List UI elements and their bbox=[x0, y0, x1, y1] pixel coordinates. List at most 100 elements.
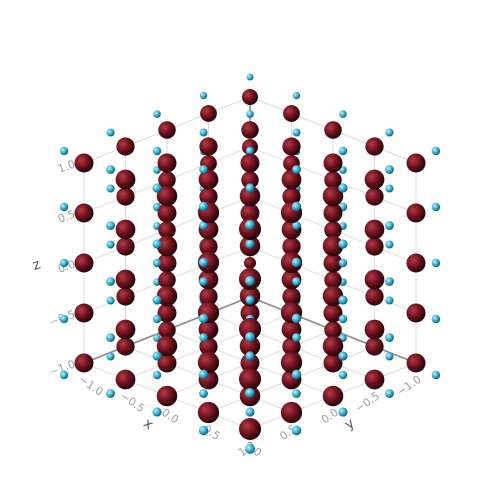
data-point-secondary[interactable] bbox=[292, 165, 301, 174]
data-point-primary[interactable] bbox=[74, 153, 94, 173]
data-point-primary[interactable] bbox=[365, 187, 384, 206]
data-point-secondary[interactable] bbox=[106, 240, 115, 249]
data-point-secondary[interactable] bbox=[431, 258, 441, 268]
data-point-primary[interactable] bbox=[283, 105, 300, 122]
data-point-secondary[interactable] bbox=[292, 91, 301, 100]
data-point-secondary[interactable] bbox=[152, 295, 162, 305]
data-point-primary[interactable] bbox=[157, 353, 177, 373]
data-point-primary[interactable] bbox=[115, 369, 136, 390]
data-point-primary[interactable] bbox=[241, 171, 259, 189]
data-point-secondary[interactable] bbox=[106, 352, 115, 361]
data-point-secondary[interactable] bbox=[199, 165, 208, 174]
data-point-primary[interactable] bbox=[156, 185, 178, 207]
data-point-secondary[interactable] bbox=[153, 166, 161, 174]
data-point-primary[interactable] bbox=[239, 185, 261, 207]
data-point-secondary[interactable] bbox=[385, 296, 394, 305]
data-point-secondary[interactable] bbox=[385, 240, 394, 249]
data-point-secondary[interactable] bbox=[431, 314, 441, 324]
data-point-primary[interactable] bbox=[116, 187, 135, 206]
data-point-primary[interactable] bbox=[241, 121, 259, 139]
data-point-secondary[interactable] bbox=[245, 407, 255, 417]
data-point-primary[interactable] bbox=[406, 353, 426, 373]
data-point-primary[interactable] bbox=[239, 335, 261, 357]
data-point-secondary[interactable] bbox=[245, 183, 255, 193]
data-point-primary[interactable] bbox=[156, 335, 178, 357]
data-point-secondary[interactable] bbox=[199, 221, 208, 230]
data-point-secondary[interactable] bbox=[106, 389, 115, 398]
data-point-primary[interactable] bbox=[74, 353, 94, 373]
data-point-secondary[interactable] bbox=[198, 257, 209, 268]
data-point-secondary[interactable] bbox=[152, 351, 162, 361]
data-point-secondary[interactable] bbox=[245, 351, 255, 361]
data-point-primary[interactable] bbox=[116, 287, 135, 306]
data-point-primary[interactable] bbox=[324, 221, 342, 239]
data-point-secondary[interactable] bbox=[198, 425, 209, 436]
data-point-primary[interactable] bbox=[365, 337, 384, 356]
data-point-secondary[interactable] bbox=[339, 110, 347, 118]
data-point-secondary[interactable] bbox=[292, 221, 301, 230]
data-point-secondary[interactable] bbox=[338, 239, 348, 249]
data-point-primary[interactable] bbox=[323, 303, 343, 323]
data-point-primary[interactable] bbox=[158, 171, 176, 189]
data-point-secondary[interactable] bbox=[338, 258, 348, 268]
data-point-primary[interactable] bbox=[324, 171, 342, 189]
data-point-secondary[interactable] bbox=[152, 258, 162, 268]
data-point-secondary[interactable] bbox=[245, 219, 255, 230]
data-point-secondary[interactable] bbox=[153, 110, 161, 118]
data-point-primary[interactable] bbox=[198, 169, 219, 190]
data-point-secondary[interactable] bbox=[385, 128, 394, 137]
data-point-primary[interactable] bbox=[406, 203, 426, 223]
data-point-primary[interactable] bbox=[240, 353, 260, 373]
data-point-secondary[interactable] bbox=[385, 333, 394, 342]
data-point-secondary[interactable] bbox=[198, 369, 209, 380]
data-point-primary[interactable] bbox=[244, 257, 256, 269]
data-point-primary[interactable] bbox=[282, 237, 301, 256]
data-point-secondary[interactable] bbox=[385, 184, 394, 193]
data-point-secondary[interactable] bbox=[199, 333, 208, 342]
data-point-primary[interactable] bbox=[156, 235, 178, 257]
data-point-primary[interactable] bbox=[322, 335, 344, 357]
data-point-primary[interactable] bbox=[115, 169, 136, 190]
data-point-primary[interactable] bbox=[197, 251, 220, 274]
data-point-primary[interactable] bbox=[116, 337, 135, 356]
data-point-secondary[interactable] bbox=[292, 389, 301, 398]
data-point-primary[interactable] bbox=[323, 203, 343, 223]
data-point-secondary[interactable] bbox=[152, 239, 162, 249]
data-point-primary[interactable] bbox=[242, 89, 258, 105]
data-point-primary[interactable] bbox=[280, 401, 303, 424]
data-point-secondary[interactable] bbox=[152, 314, 162, 324]
data-point-secondary[interactable] bbox=[245, 146, 255, 156]
data-point-primary[interactable] bbox=[238, 317, 262, 341]
data-point-secondary[interactable] bbox=[245, 275, 255, 286]
data-point-primary[interactable] bbox=[116, 137, 135, 156]
data-point-secondary[interactable] bbox=[245, 387, 255, 398]
point-layer[interactable] bbox=[59, 73, 441, 454]
data-point-secondary[interactable] bbox=[431, 202, 441, 212]
data-point-primary[interactable] bbox=[157, 303, 177, 323]
data-point-secondary[interactable] bbox=[245, 295, 255, 305]
data-point-primary[interactable] bbox=[365, 137, 384, 156]
data-point-primary[interactable] bbox=[280, 251, 303, 274]
data-point-primary[interactable] bbox=[323, 353, 343, 373]
data-point-secondary[interactable] bbox=[338, 407, 348, 417]
data-point-secondary[interactable] bbox=[291, 425, 302, 436]
data-point-primary[interactable] bbox=[156, 385, 178, 407]
data-point-secondary[interactable] bbox=[245, 239, 255, 249]
data-point-primary[interactable] bbox=[157, 153, 177, 173]
data-point-primary[interactable] bbox=[322, 285, 344, 307]
data-point-primary[interactable] bbox=[281, 169, 302, 190]
data-point-secondary[interactable] bbox=[246, 110, 254, 118]
data-point-secondary[interactable] bbox=[385, 221, 394, 230]
data-point-secondary[interactable] bbox=[152, 370, 162, 380]
data-point-primary[interactable] bbox=[199, 287, 218, 306]
data-point-primary[interactable] bbox=[364, 169, 385, 190]
data-point-secondary[interactable] bbox=[59, 146, 69, 156]
data-point-secondary[interactable] bbox=[59, 258, 69, 268]
data-point-secondary[interactable] bbox=[152, 183, 162, 193]
data-point-secondary[interactable] bbox=[338, 183, 348, 193]
data-point-primary[interactable] bbox=[365, 287, 384, 306]
data-point-primary[interactable] bbox=[158, 321, 176, 339]
data-point-secondary[interactable] bbox=[385, 389, 394, 398]
data-point-primary[interactable] bbox=[115, 319, 136, 340]
